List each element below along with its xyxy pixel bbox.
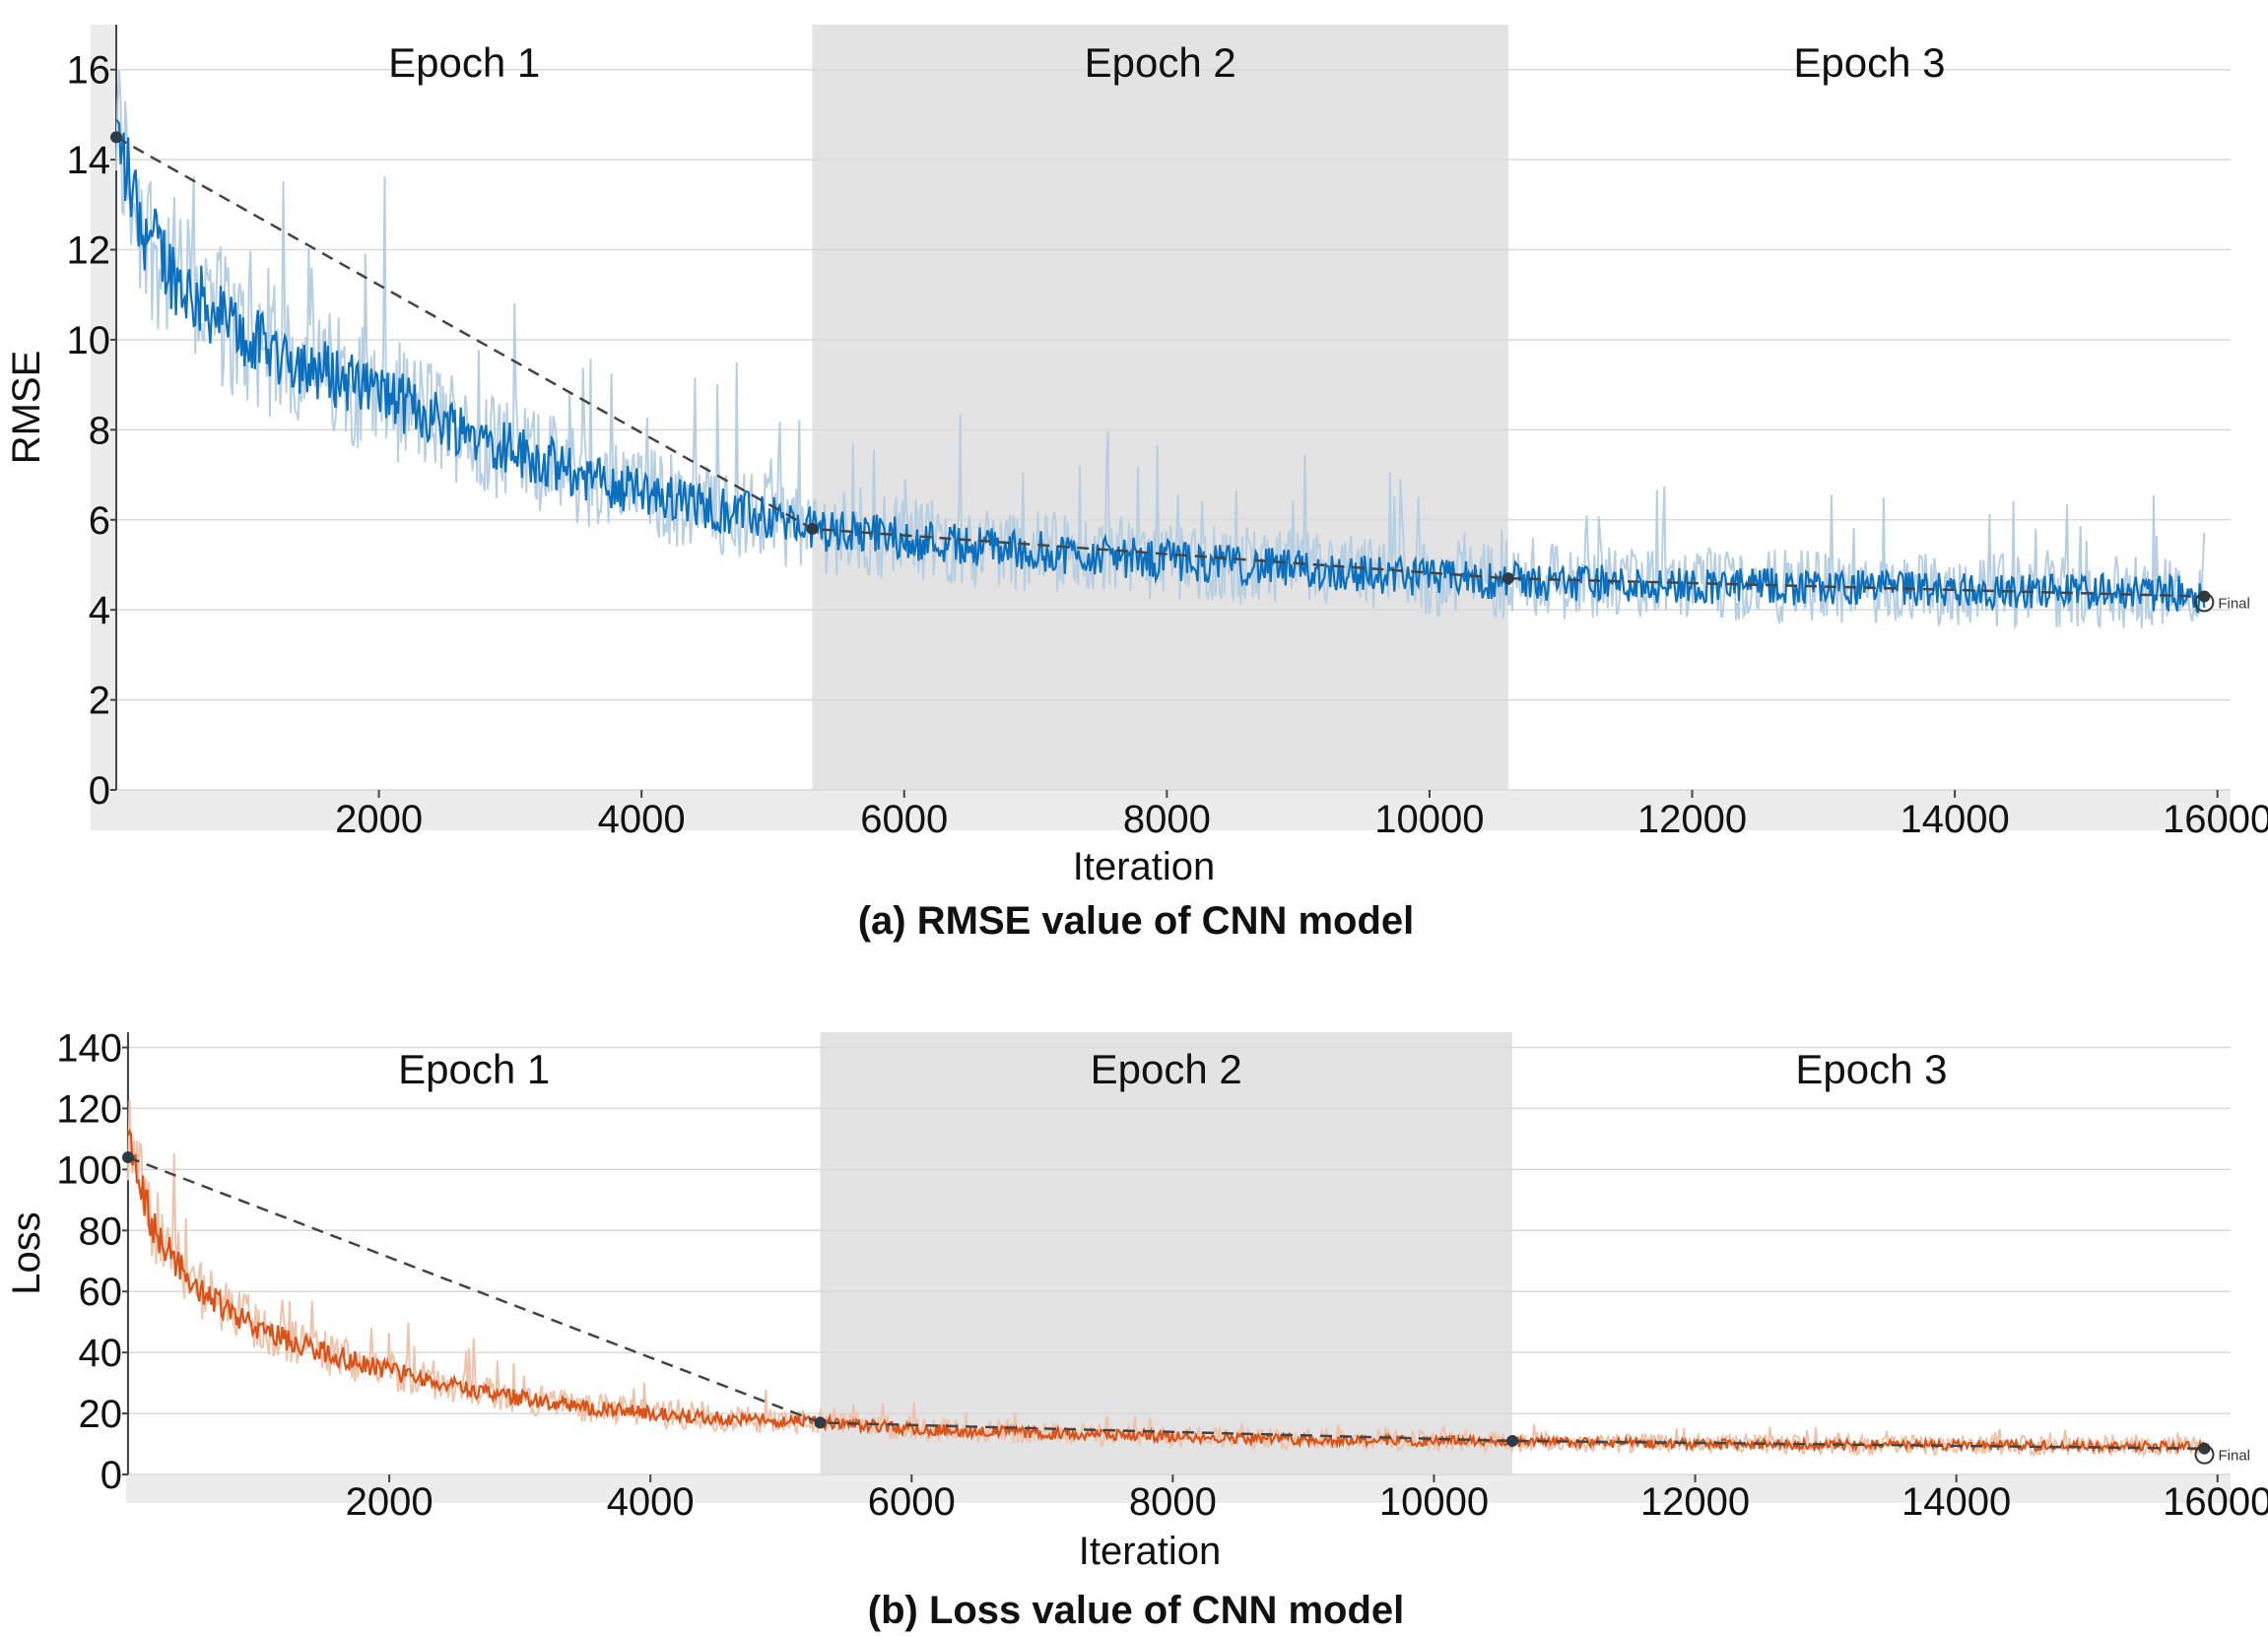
y-tick-label: 14 — [67, 139, 111, 182]
y-tick-label: 2 — [89, 680, 110, 723]
x-tick-label: 16000 — [2163, 798, 2268, 841]
y-tick-label: 20 — [79, 1393, 123, 1436]
chart-loss: 0 20 40 60 80 100 120 140 2000 4000 6000 8000 10000 1… — [5, 1026, 2268, 1632]
checkpoint-point — [122, 1150, 134, 1163]
x-tick-label: 6000 — [860, 798, 948, 841]
checkpoint-point — [2198, 590, 2211, 603]
y-tick-label: 120 — [56, 1087, 122, 1131]
epoch-label-3: Epoch 3 — [1793, 39, 1945, 86]
y-axis-label: RMSE — [5, 351, 48, 465]
epoch-label-1: Epoch 1 — [398, 1046, 550, 1092]
y-tick-label: 60 — [79, 1271, 123, 1314]
y-tick-label: 6 — [89, 499, 110, 543]
epoch-label-3: Epoch 3 — [1795, 1046, 1947, 1092]
final-marker — [2194, 592, 2215, 613]
x-tick-label: 8000 — [1129, 1480, 1217, 1524]
epoch-band-2 — [812, 25, 1508, 790]
chart-rmse: 0 2 4 6 8 10 12 14 16 2000 4000 6000 8000 10000 12000 1… — [5, 25, 2268, 943]
checkpoint-point — [1505, 1434, 1518, 1447]
x-axis-label: Iteration — [1079, 1530, 1222, 1573]
y-tick-label: 8 — [89, 409, 110, 452]
checkpoint-point — [2198, 1442, 2211, 1455]
x-tick-label: 10000 — [1379, 1480, 1489, 1524]
series-smoothed-line — [115, 118, 2206, 614]
checkpoint-point — [806, 522, 819, 535]
y-tick-label: 80 — [79, 1210, 123, 1253]
x-tick-label: 4000 — [607, 1480, 695, 1524]
x-tick-label: 12000 — [1637, 798, 1747, 841]
epoch-label-2: Epoch 2 — [1091, 1046, 1242, 1092]
x-tick-label: 4000 — [598, 798, 686, 841]
checkpoint-line — [115, 136, 2205, 598]
x-tick-label: 2000 — [346, 1480, 434, 1524]
y-tick-label: 4 — [89, 589, 110, 632]
x-tick-label: 14000 — [1901, 1480, 2011, 1524]
x-tick-label: 8000 — [1123, 798, 1211, 841]
chart-caption: (a) RMSE value of CNN model — [858, 899, 1415, 943]
final-label: Final — [2218, 1448, 2250, 1465]
checkpoint-line — [127, 1155, 2205, 1450]
y-tick-label: 40 — [79, 1332, 123, 1375]
y-tick-label: 0 — [100, 1454, 122, 1497]
final-marker — [2194, 1444, 2215, 1465]
epoch-band-2 — [820, 1032, 1512, 1474]
final-label: Final — [2218, 595, 2250, 612]
y-tick-label: 10 — [67, 319, 111, 362]
chart-caption: (b) Loss value of CNN model — [868, 1589, 1405, 1632]
series-raw-line — [127, 1100, 2206, 1459]
checkpoint-point — [1501, 572, 1514, 585]
x-axis-label: Iteration — [1073, 845, 1216, 888]
y-tick-label: 16 — [67, 49, 111, 93]
x-tick-label: 12000 — [1640, 1480, 1750, 1524]
x-tick-label: 14000 — [1900, 798, 2009, 841]
y-tick-label: 140 — [56, 1026, 122, 1070]
y-axis-label: Loss — [5, 1211, 48, 1295]
y-tick-label: 100 — [56, 1148, 122, 1192]
epoch-label-1: Epoch 1 — [388, 39, 540, 86]
checkpoint-point — [814, 1416, 827, 1429]
y-tick-label: 0 — [89, 769, 110, 813]
x-tick-label: 6000 — [868, 1480, 956, 1524]
x-tick-label: 10000 — [1374, 798, 1484, 841]
checkpoint-point — [110, 131, 122, 144]
y-tick-label: 12 — [67, 229, 111, 273]
epoch-label-2: Epoch 2 — [1085, 39, 1236, 86]
x-tick-label: 2000 — [335, 798, 423, 841]
x-tick-label: 16000 — [2163, 1480, 2268, 1524]
